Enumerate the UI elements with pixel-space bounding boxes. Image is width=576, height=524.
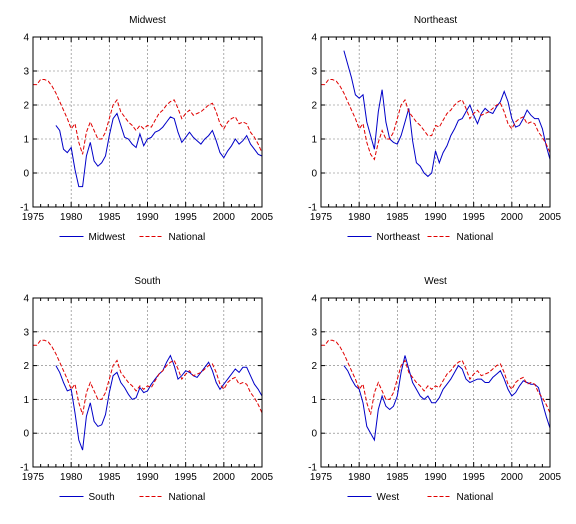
y-tick-label: -1 [20,463,29,474]
x-tick-label: 1980 [348,472,371,483]
chart-title: West [424,276,447,287]
x-tick-label: 2000 [501,472,524,483]
x-tick-label: 1990 [424,472,447,483]
y-tick-label: 1 [23,395,29,406]
y-tick-label: 0 [311,429,317,440]
x-tick-label: 1985 [98,472,121,483]
legend-label: National [457,492,494,503]
x-tick-label: 2000 [501,212,524,223]
y-tick-label: 2 [311,101,317,112]
series-line-national [321,79,551,161]
x-tick-label: 2005 [251,472,274,483]
y-tick-label: 0 [311,169,317,180]
x-tick-label: 1975 [22,472,45,483]
x-tick-label: 1980 [60,212,83,223]
y-tick-label: 4 [23,33,29,44]
legend-label: Northeast [377,232,421,243]
y-tick-label: 1 [311,135,317,146]
x-tick-label: 1995 [463,212,486,223]
series-line-west [343,355,551,442]
x-tick-label: 2005 [251,212,274,223]
x-tick-label: 2005 [539,212,562,223]
x-tick-label: 1980 [60,472,83,483]
y-tick-label: 2 [311,361,317,372]
x-tick-label: 1985 [386,212,409,223]
y-tick-label: 0 [23,429,29,440]
chart-panel: South -1 0 1 2 3 4 1975 1980 1985 1990 1995 2000 2005… [20,276,273,503]
legend-label: National [169,232,206,243]
x-tick-label: 1995 [175,472,198,483]
y-tick-label: 2 [23,361,29,372]
x-tick-label: 2000 [213,472,236,483]
legend-label: West [377,492,400,503]
y-tick-label: 1 [23,135,29,146]
x-tick-label: 1995 [463,472,486,483]
series-line-national [33,339,263,415]
x-tick-label: 1975 [22,212,45,223]
x-tick-label: 1975 [310,472,333,483]
y-tick-label: 3 [311,67,317,78]
y-tick-label: -1 [308,463,317,474]
y-tick-label: -1 [20,203,29,214]
legend-label: South [89,492,115,503]
x-tick-label: 1990 [424,212,447,223]
series-line-south [55,354,263,451]
y-tick-label: 0 [23,169,29,180]
chart-title: Northeast [414,15,458,26]
x-tick-label: 1985 [386,472,409,483]
y-tick-label: 3 [311,327,317,338]
legend-label: National [457,232,494,243]
series-line-northeast [343,50,551,178]
y-tick-label: 1 [311,395,317,406]
y-tick-label: 4 [311,33,317,44]
y-tick-label: 4 [311,294,317,305]
y-tick-label: 2 [23,101,29,112]
y-tick-label: -1 [308,203,317,214]
chart-panel: Northeast -1 0 1 2 3 4 1975 1980 1985 1990 1995 2000… [308,15,561,243]
series-line-midwest [55,112,263,188]
x-tick-label: 1985 [98,212,121,223]
chart-title: South [134,276,160,287]
x-tick-label: 1990 [136,212,159,223]
x-tick-label: 2000 [213,212,236,223]
x-tick-label: 1980 [348,212,371,223]
x-tick-label: 2005 [539,472,562,483]
chart-panel: Midwest -1 0 1 2 3 4 1975 1980 1985 1990 1995 2000 20… [20,15,273,243]
x-tick-label: 1990 [136,472,159,483]
legend-label: Midwest [89,232,126,243]
x-tick-label: 1995 [175,212,198,223]
legend-label: National [169,492,206,503]
chart-panel: West -1 0 1 2 3 4 1975 1980 1985 1990 1995 2000 2005 W… [308,276,561,503]
chart-title: Midwest [129,15,166,26]
y-tick-label: 3 [23,327,29,338]
series-line-national [321,339,551,415]
series-line-national [33,79,263,155]
y-tick-label: 3 [23,67,29,78]
y-tick-label: 4 [23,294,29,305]
x-tick-label: 1975 [310,212,333,223]
